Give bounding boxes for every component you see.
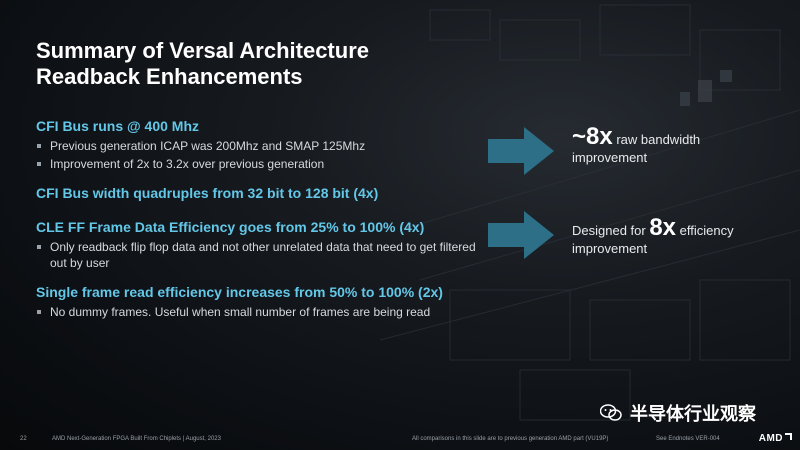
callout-text: efficiency [676, 223, 734, 238]
title-line-1: Summary of Versal Architecture [36, 38, 369, 63]
bullet-item: Previous generation ICAP was 200Mhz and … [36, 138, 506, 154]
callout-efficiency: Designed for 8x efficiency improvement [572, 216, 734, 258]
arrow-right-icon [488, 211, 554, 259]
callout-prefix: Designed for [572, 223, 650, 238]
callout-text: raw bandwidth [612, 132, 701, 147]
page-number: 22 [20, 436, 27, 442]
watermark-text: 半导体行业观察 [630, 404, 756, 424]
section-heading: Single frame read efficiency increases f… [36, 284, 443, 300]
footer-endnote: See Endnotes VER-004 [656, 436, 720, 442]
watermark: 半导体行业观察 [600, 400, 756, 426]
bullet-item: Improvement of 2x to 3.2x over previous … [36, 156, 506, 172]
amd-logo: AMD [759, 433, 792, 444]
callout-text-line2: improvement [572, 241, 648, 256]
footer-disclaimer: All comparisons in this slide are to pre… [412, 436, 609, 442]
section-single-frame-read: Single frame read efficiency increases f… [36, 283, 506, 320]
callout-big-number: ~8x [572, 123, 613, 150]
section-cfi-bus-speed: CFI Bus runs @ 400 Mhz Previous generati… [36, 117, 506, 172]
arrow-right-icon [488, 127, 554, 175]
section-heading: CFI Bus runs @ 400 Mhz [36, 118, 200, 134]
amd-arrow-icon [785, 433, 792, 440]
section-heading: CFI Bus width quadruples from 32 bit to … [36, 185, 379, 201]
wechat-icon [600, 404, 622, 421]
bullet-item: Only readback flip flop data and not oth… [36, 239, 490, 271]
callout-bandwidth: ~8x raw bandwidth improvement [572, 125, 701, 167]
content-list: CFI Bus runs @ 400 Mhz Previous generati… [36, 117, 506, 320]
callout-text-line2: improvement [572, 150, 648, 165]
logo-text: AMD [758, 433, 783, 444]
title-line-2: Readback Enhancements [36, 64, 303, 89]
slide-title: Summary of Versal Architecture Readback … [36, 38, 536, 90]
section-cle-ff-efficiency: CLE FF Frame Data Efficiency goes from 2… [36, 218, 506, 271]
footer-left-text: AMD Next-Generation FPGA Built From Chip… [52, 436, 221, 442]
section-cfi-bus-width: CFI Bus width quadruples from 32 bit to … [36, 184, 506, 202]
section-heading: CLE FF Frame Data Efficiency goes from 2… [36, 219, 425, 235]
bullet-item: No dummy frames. Useful when small numbe… [36, 304, 506, 320]
callout-big-number: 8x [649, 214, 677, 241]
